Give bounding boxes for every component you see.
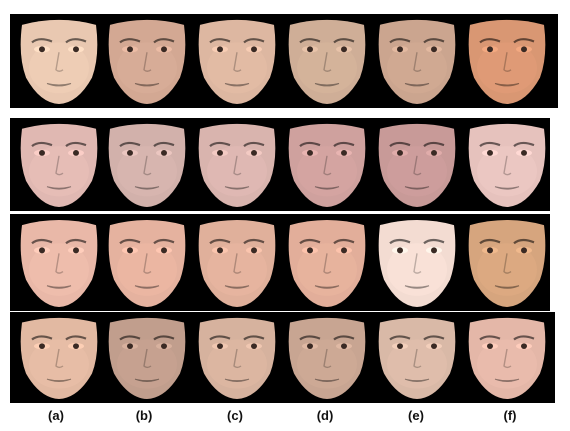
face-image: [16, 217, 102, 308]
face-image: [194, 217, 280, 308]
face-image: [284, 17, 370, 105]
face-image: [374, 217, 460, 308]
face-image: [464, 121, 550, 208]
column-label-a: (a): [48, 408, 64, 423]
face-image: [374, 17, 460, 105]
face-image: [104, 217, 190, 308]
face-image: [104, 315, 190, 400]
face-image: [374, 121, 460, 208]
face-image: [16, 315, 102, 400]
face-image: [194, 121, 280, 208]
face-row-3: [10, 214, 550, 311]
face-image: [374, 315, 460, 400]
face-image: [284, 121, 370, 208]
column-labels: (a) (b) (c) (d) (e) (f): [0, 408, 570, 428]
column-label-c: (c): [227, 408, 243, 423]
face-image: [194, 315, 280, 400]
column-label-e: (e): [408, 408, 424, 423]
face-image: [284, 315, 370, 400]
face-image: [464, 217, 550, 308]
column-label-f: (f): [503, 408, 517, 423]
face-image: [104, 17, 190, 105]
column-label-b: (b): [135, 408, 153, 423]
face-image: [464, 17, 550, 105]
face-row-1: [10, 14, 558, 108]
face-image: [194, 17, 280, 105]
face-row-4: [10, 312, 555, 403]
face-image: [16, 121, 102, 208]
column-label-d: (d): [316, 408, 334, 423]
face-image: [464, 315, 550, 400]
face-image: [16, 17, 102, 105]
face-image: [104, 121, 190, 208]
face-image: [284, 217, 370, 308]
face-row-2: [10, 118, 550, 211]
